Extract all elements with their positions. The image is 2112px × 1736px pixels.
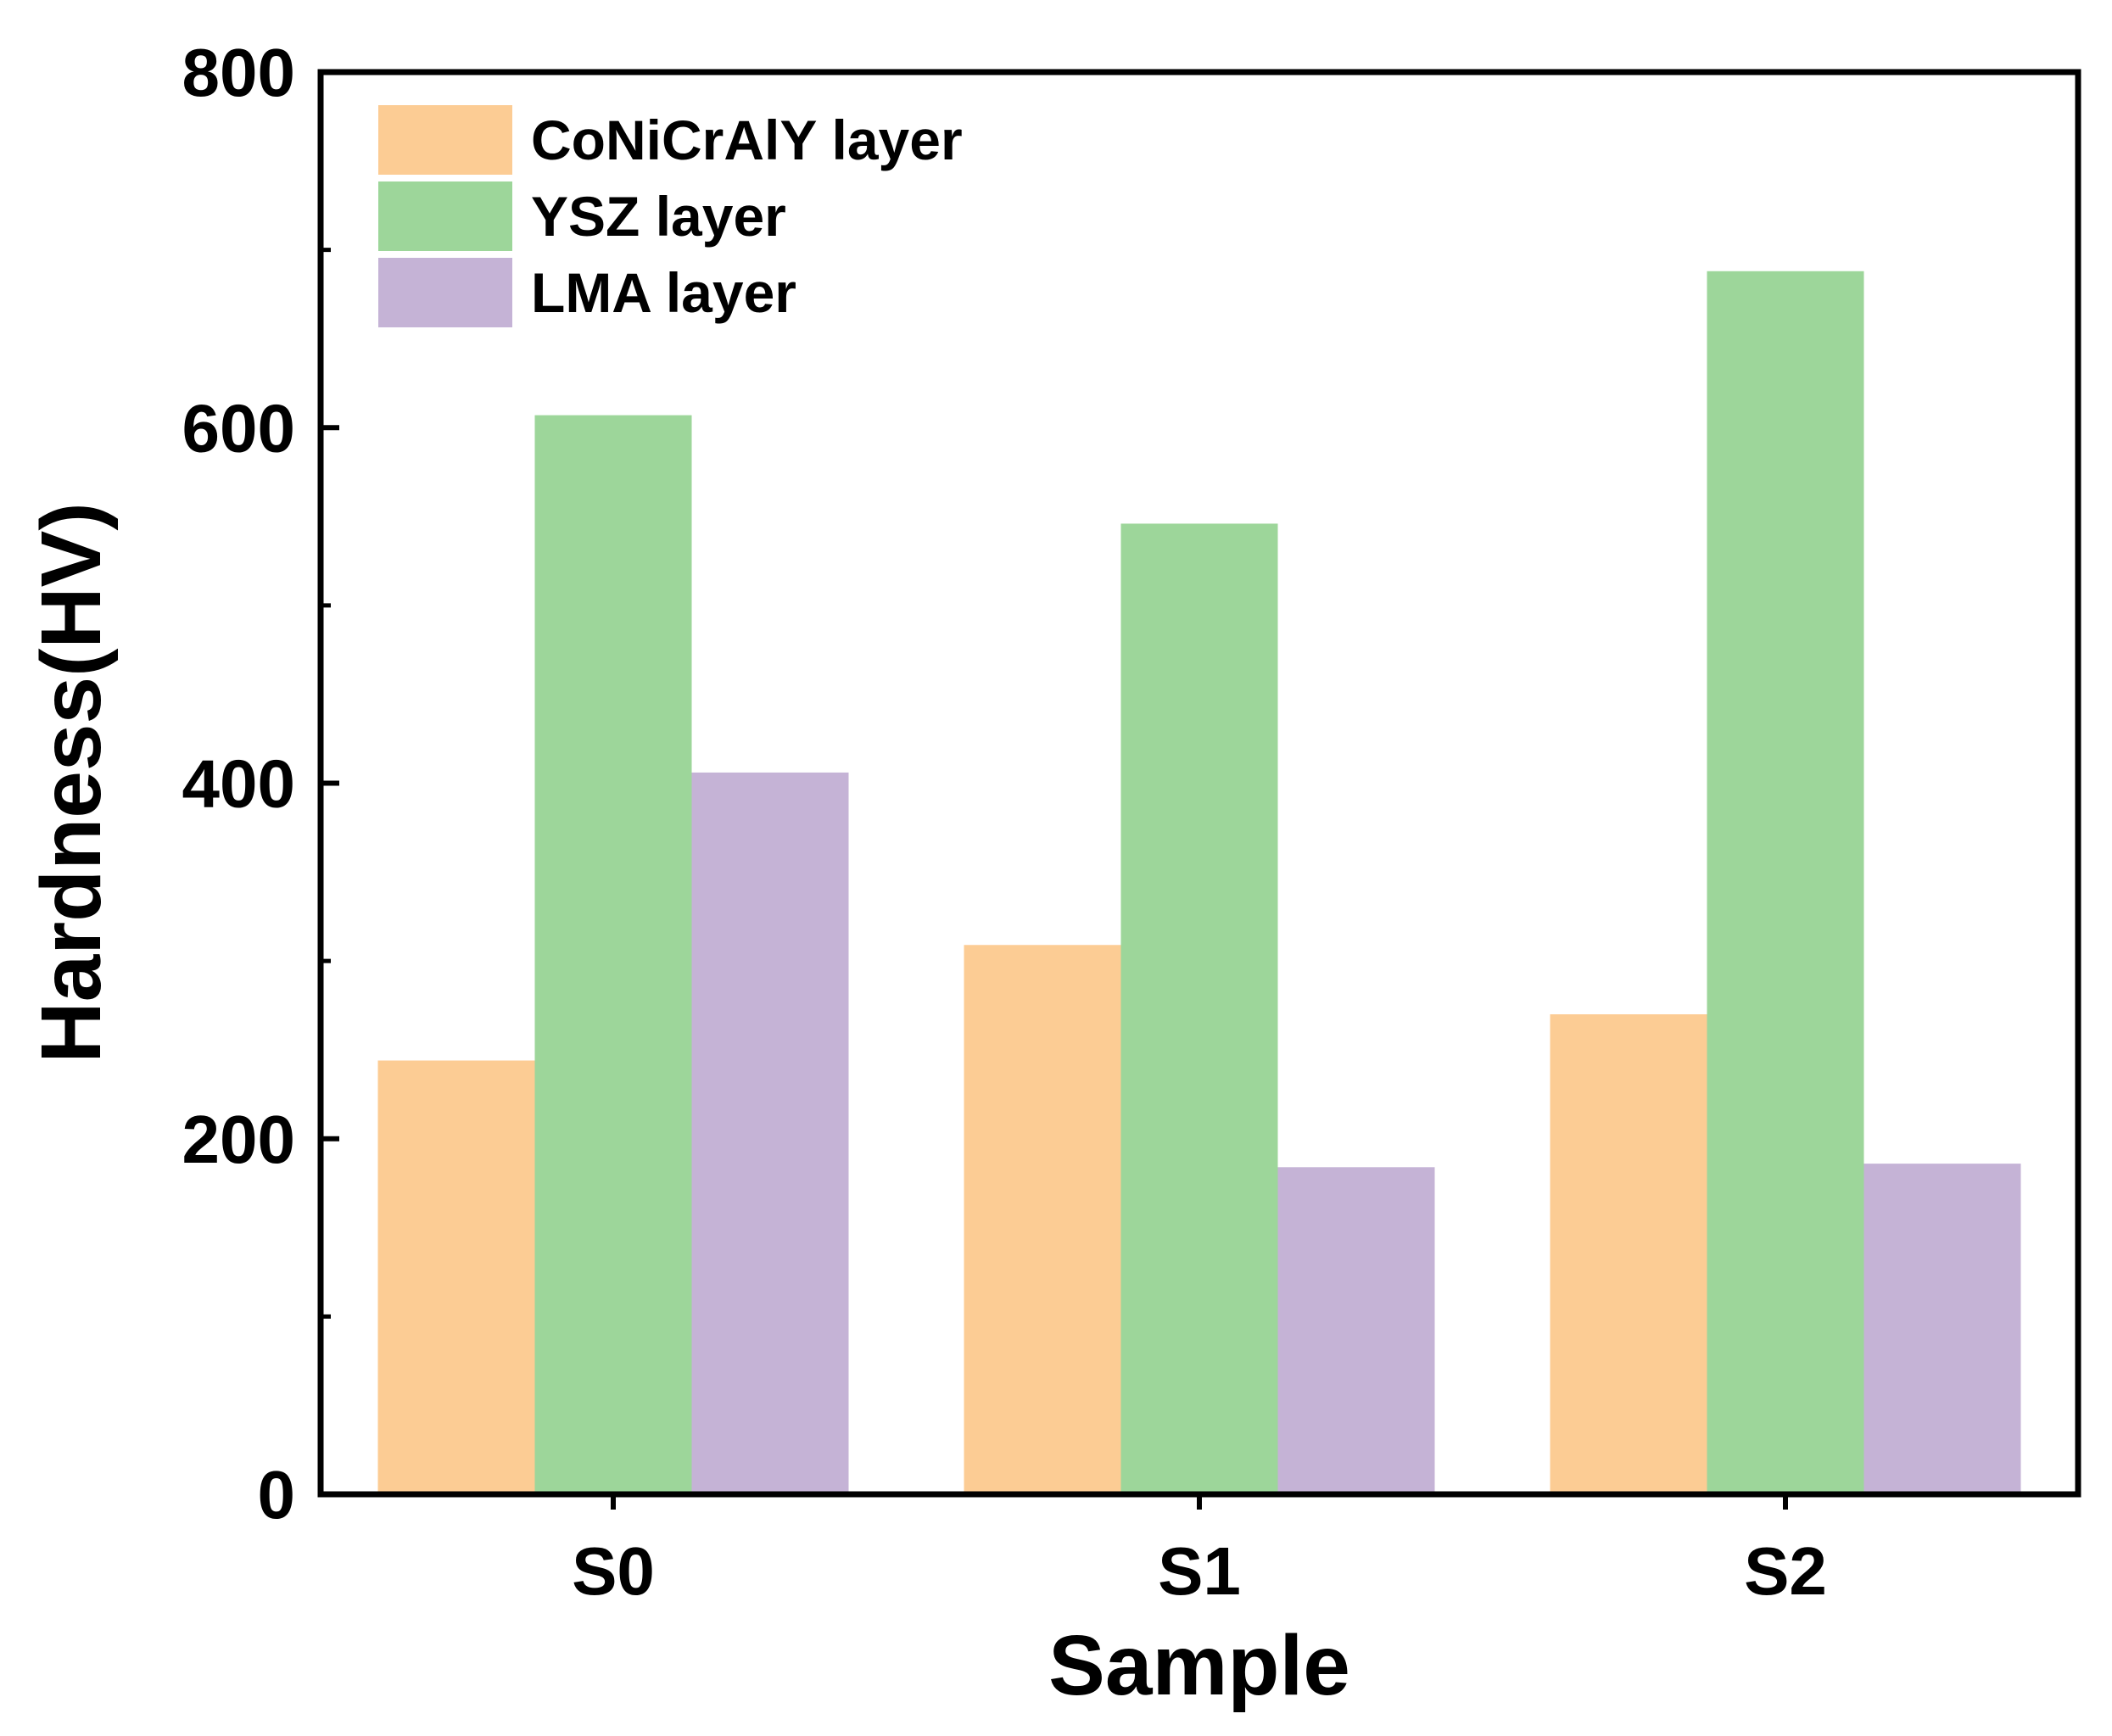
y-axis-title: Hardness(HV) <box>24 502 119 1063</box>
legend-swatch <box>378 181 512 251</box>
bar-S1-CoNiCrAlY <box>964 945 1121 1494</box>
legend-label: CoNiCrAlY layer <box>531 109 963 171</box>
legend-label: YSZ layer <box>531 185 786 248</box>
x-tick-label-S2: S2 <box>1744 1533 1827 1609</box>
y-tick-label: 200 <box>182 1102 295 1177</box>
legend-swatch <box>378 105 512 175</box>
y-tick-label: 600 <box>182 390 295 466</box>
y-tick-label: 800 <box>182 35 295 110</box>
y-tick-label: 400 <box>182 746 295 822</box>
x-tick-label-S1: S1 <box>1158 1533 1241 1609</box>
bar-S2-CoNiCrAlY <box>1550 1014 1707 1494</box>
bar-S1-YSZ <box>1120 523 1278 1494</box>
bar-S1-LMA <box>1277 1167 1435 1494</box>
bar-S0-LMA <box>691 772 849 1494</box>
bar-S0-YSZ <box>534 415 692 1494</box>
legend-swatch <box>378 258 512 327</box>
ticks-layer: 0 200 400 600 800 S0 S1 S2 <box>182 35 1827 1609</box>
x-axis-title: Sample <box>1048 1618 1350 1713</box>
bars-layer <box>377 271 2021 1494</box>
bar-S0-CoNiCrAlY <box>377 1060 535 1494</box>
legend-label: LMA layer <box>531 261 796 324</box>
legend: CoNiCrAlY layer YSZ layer LMA layer <box>378 105 963 327</box>
bar-S2-YSZ <box>1707 271 1864 1494</box>
x-tick-label-S0: S0 <box>572 1533 655 1609</box>
y-tick-label: 0 <box>258 1457 296 1532</box>
bar-S2-LMA <box>1863 1164 2021 1494</box>
